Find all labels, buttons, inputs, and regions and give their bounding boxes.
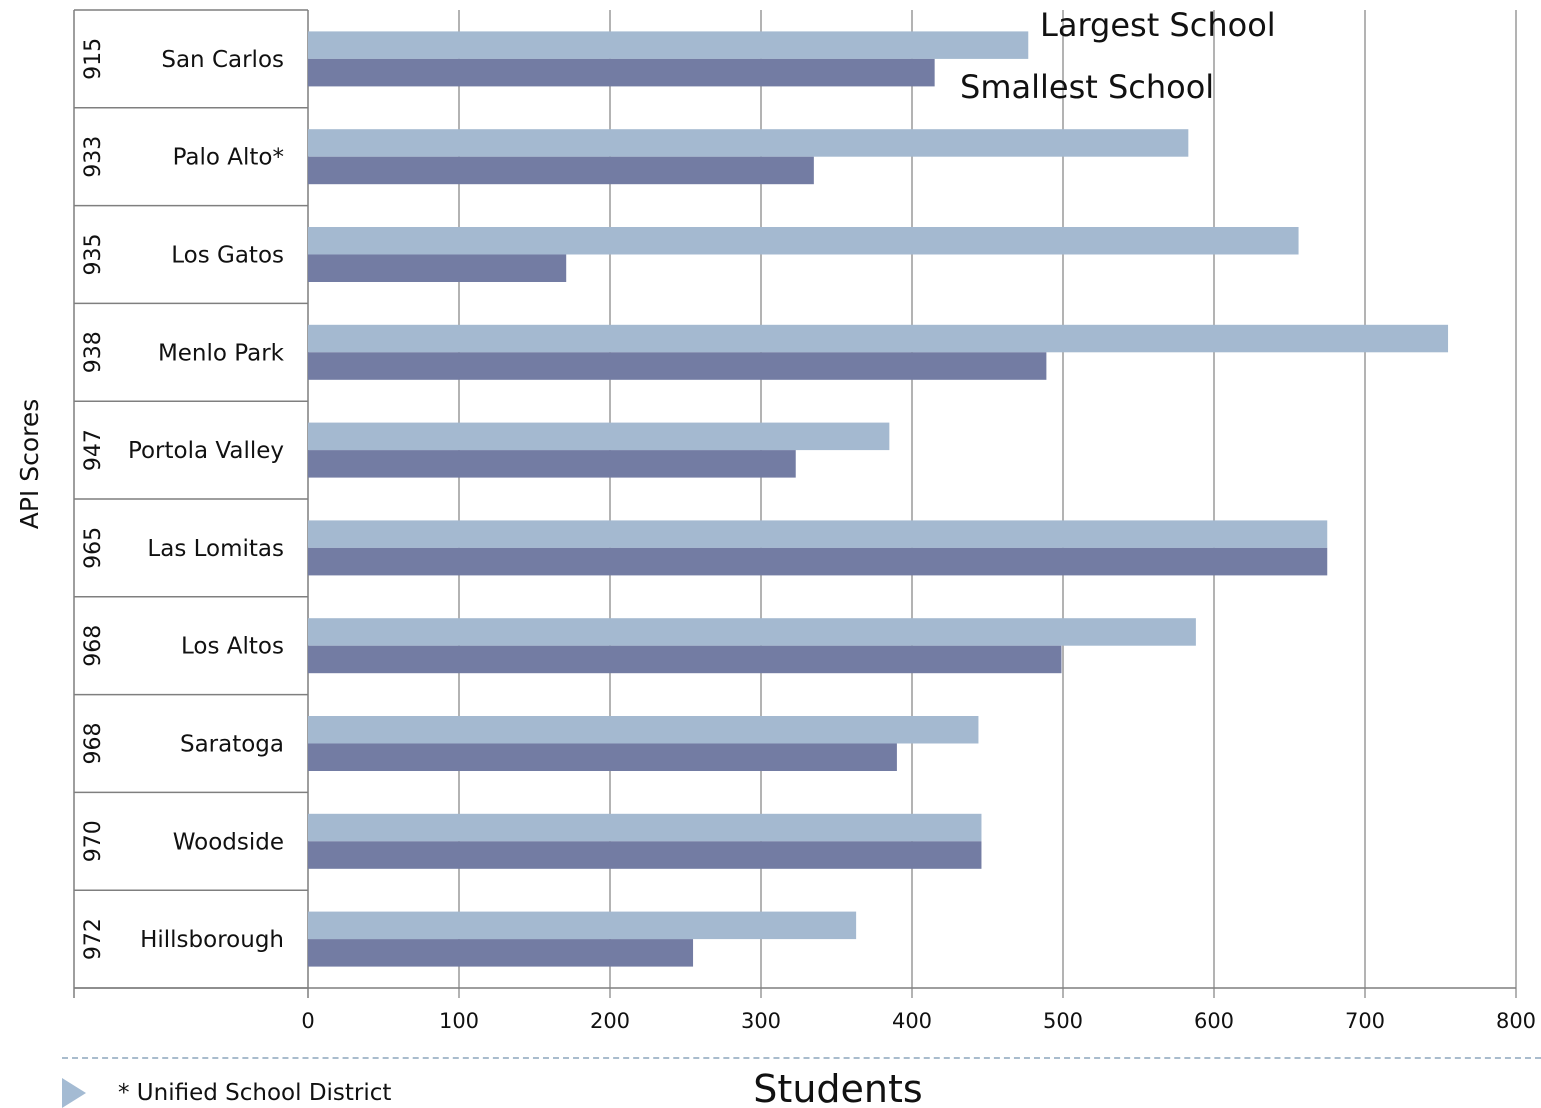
bar-smallest: [308, 450, 796, 478]
district-label: Hillsborough: [140, 927, 284, 953]
api-score-label: 915: [81, 38, 106, 80]
district-label: Saratoga: [180, 732, 284, 758]
bar-largest: [308, 422, 890, 451]
bar-smallest: [308, 743, 897, 771]
x-tick-label: 600: [1194, 1009, 1234, 1033]
bar-smallest: [308, 645, 1062, 674]
bar-smallest: [308, 156, 814, 185]
triangle-bullet-icon: [62, 1078, 86, 1108]
bar-largest: [308, 618, 1196, 646]
bar-smallest: [308, 254, 567, 282]
api-score-label: 965: [81, 527, 106, 569]
bar-largest: [308, 911, 857, 940]
district-label: San Carlos: [161, 47, 284, 73]
x-tick-label: 400: [892, 1009, 932, 1033]
district-label: Las Lomitas: [147, 536, 284, 562]
bar-largest: [308, 716, 979, 744]
x-tick-label: 300: [741, 1009, 781, 1033]
bar-smallest: [308, 939, 694, 967]
x-tick-label: 800: [1496, 1009, 1536, 1033]
api-score-label: 947: [81, 429, 106, 471]
bar-smallest: [308, 547, 1328, 576]
footnote: * Unified School District: [118, 1080, 392, 1106]
bar-smallest: [308, 841, 982, 869]
bar-largest: [308, 813, 982, 842]
api-score-label: 972: [81, 918, 106, 960]
api-score-label: 968: [81, 625, 106, 667]
x-tick-label: 0: [301, 1009, 314, 1033]
footer-divider: [62, 1057, 1541, 1059]
x-tick-label: 700: [1345, 1009, 1385, 1033]
y-axis-title: API Scores: [15, 399, 44, 530]
x-tick-label: 100: [439, 1009, 479, 1033]
api-score-label: 968: [81, 723, 106, 765]
api-score-label: 933: [81, 136, 106, 178]
x-tick-label: 200: [590, 1009, 630, 1033]
api-score-label: 935: [81, 234, 106, 276]
bar-smallest: [308, 352, 1047, 380]
bar-largest: [308, 129, 1189, 157]
district-label: Portola Valley: [128, 438, 284, 464]
bar-largest: [308, 520, 1328, 548]
legend-smallest-label: Smallest School: [960, 68, 1214, 106]
api-score-label: 970: [81, 820, 106, 862]
bar-largest: [308, 324, 1449, 353]
legend-largest-label: Largest School: [1040, 6, 1276, 44]
bar-largest: [308, 31, 1029, 59]
api-score-label: 938: [81, 331, 106, 373]
district-label: Los Gatos: [171, 243, 284, 269]
bar-largest: [308, 227, 1299, 255]
bar-smallest: [308, 58, 935, 87]
district-label: Palo Alto*: [173, 145, 284, 171]
district-label: Menlo Park: [158, 340, 285, 366]
district-label: Los Altos: [181, 634, 284, 660]
x-tick-label: 500: [1043, 1009, 1083, 1033]
x-axis-title: Students: [753, 1067, 922, 1108]
district-label: Woodside: [173, 829, 284, 855]
